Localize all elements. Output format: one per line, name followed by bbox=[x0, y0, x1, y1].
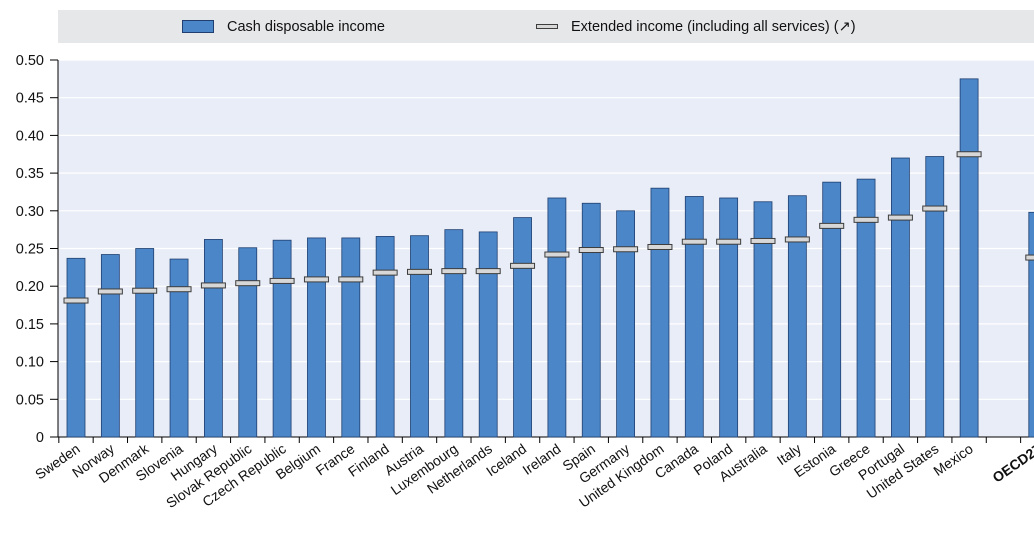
bar bbox=[444, 229, 464, 438]
extended-income-marker bbox=[750, 237, 776, 244]
bar bbox=[272, 239, 292, 438]
y-tick-label: 0.50 bbox=[16, 53, 44, 69]
bar bbox=[822, 181, 842, 438]
bar bbox=[547, 197, 567, 438]
bar bbox=[616, 210, 635, 438]
extended-income-marker bbox=[853, 216, 879, 223]
extended-income-marker bbox=[235, 280, 261, 287]
bar bbox=[307, 237, 326, 438]
extended-income-marker bbox=[441, 268, 467, 275]
bar bbox=[581, 202, 601, 438]
extended-income-marker bbox=[1025, 254, 1034, 261]
x-category-label: OECD27 bbox=[989, 440, 1034, 485]
extended-income-marker bbox=[372, 269, 398, 276]
bar bbox=[684, 196, 704, 438]
y-tick-label: 0.45 bbox=[16, 91, 44, 107]
bar bbox=[100, 254, 120, 438]
y-tick-label: 0.40 bbox=[16, 128, 44, 144]
extended-income-marker bbox=[819, 222, 845, 229]
bar bbox=[650, 187, 670, 438]
extended-income-marker bbox=[544, 251, 570, 258]
extended-income-marker bbox=[681, 238, 707, 245]
y-tick-label: 0.10 bbox=[16, 355, 44, 371]
legend-label-extended: Extended income (including all services)… bbox=[571, 18, 856, 35]
bar bbox=[787, 195, 807, 438]
legend-label-cash: Cash disposable income bbox=[227, 18, 385, 35]
extended-income-marker bbox=[269, 277, 295, 284]
extended-income-marker bbox=[475, 268, 501, 275]
y-tick-label: 0.05 bbox=[16, 392, 44, 408]
bar bbox=[719, 197, 739, 438]
extended-income-marker bbox=[166, 286, 192, 293]
bar bbox=[891, 157, 910, 438]
extended-income-marker bbox=[510, 262, 536, 269]
legend-item-cash-disposable-income: Cash disposable income bbox=[182, 10, 385, 43]
bar bbox=[410, 235, 429, 438]
legend-swatch-bar bbox=[182, 20, 214, 33]
y-tick-label: 0.25 bbox=[16, 242, 44, 258]
plot-area: 0 0.05 0.10 0.15 0.20 0.25 0.30 0.35 0.40 0.45 0.5… bbox=[16, 53, 1034, 511]
bar bbox=[66, 257, 86, 438]
bar bbox=[753, 201, 773, 438]
y-tick-label: 0.15 bbox=[16, 317, 44, 333]
extended-income-marker bbox=[613, 246, 639, 253]
extended-income-marker bbox=[200, 282, 226, 289]
extended-income-marker bbox=[647, 243, 673, 250]
bar bbox=[203, 239, 223, 438]
x-category-label: Mexico bbox=[930, 440, 976, 479]
extended-income-marker bbox=[922, 205, 948, 212]
bar bbox=[135, 248, 155, 438]
bar bbox=[341, 237, 361, 438]
bar bbox=[375, 236, 395, 438]
bar bbox=[959, 78, 979, 438]
extended-income-marker bbox=[97, 288, 123, 295]
bar bbox=[478, 231, 498, 438]
y-tick-label: 0.20 bbox=[16, 279, 44, 295]
legend-item-extended-income: Extended income (including all services)… bbox=[536, 10, 856, 43]
extended-income-marker bbox=[132, 287, 158, 294]
x-category-label: Iceland bbox=[483, 440, 529, 479]
extended-income-marker bbox=[716, 238, 742, 245]
bar bbox=[513, 217, 532, 438]
extended-income-marker bbox=[887, 214, 913, 221]
extended-income-marker bbox=[578, 247, 604, 254]
extended-income-marker bbox=[338, 276, 364, 283]
extended-income-marker bbox=[63, 297, 89, 304]
legend: Cash disposable income Extended income (… bbox=[58, 10, 1034, 43]
extended-income-marker bbox=[956, 151, 982, 158]
extended-income-marker bbox=[407, 268, 432, 275]
x-category-label: Ireland bbox=[519, 440, 563, 478]
y-tick-label: 0 bbox=[36, 430, 44, 446]
bar bbox=[1028, 211, 1034, 438]
y-tick-label: 0.35 bbox=[16, 166, 44, 182]
bar bbox=[925, 156, 945, 438]
bar bbox=[238, 247, 258, 438]
bar bbox=[169, 258, 189, 438]
bar bbox=[856, 178, 876, 438]
extended-income-marker bbox=[303, 276, 329, 283]
y-tick-label: 0.30 bbox=[16, 204, 44, 220]
extended-income-marker bbox=[784, 236, 810, 243]
legend-swatch-marker bbox=[536, 24, 558, 29]
